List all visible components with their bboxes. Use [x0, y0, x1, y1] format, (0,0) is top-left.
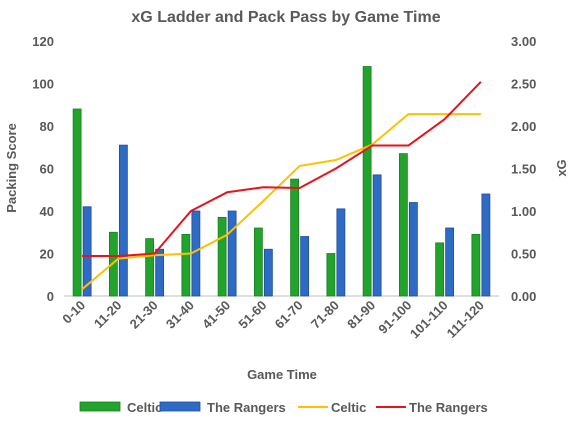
right-axis-ticks: 0.00 0.50 1.00 1.50 2.00 2.50 3.00: [511, 34, 536, 304]
chart-title: xG Ladder and Pack Pass by Game Time: [131, 9, 440, 26]
bar-the-rangers: [227, 210, 237, 297]
y-tick-label: 80: [40, 119, 54, 134]
x-tick-label: 11-20: [91, 298, 125, 332]
bar-series-group: [72, 66, 491, 297]
bar-celtic: [72, 108, 82, 297]
legend-label: The Rangers: [409, 400, 488, 415]
x-tick-label: 41-50: [199, 298, 233, 332]
y-tick-label: 20: [40, 247, 54, 262]
bar-celtic: [398, 153, 408, 297]
bar-celtic: [326, 253, 336, 297]
y-tick-label: 120: [32, 34, 54, 49]
y-tick-label: 60: [40, 162, 54, 177]
legend-swatch: [159, 401, 201, 412]
bar-the-rangers: [481, 193, 491, 297]
bar-the-rangers: [82, 206, 92, 297]
bar-the-rangers: [372, 174, 382, 297]
x-tick-label: 101-110: [407, 298, 451, 342]
legend: Celtic The Rangers Celtic The Rangers: [79, 400, 488, 415]
bar-celtic: [181, 233, 191, 297]
legend-label: Celtic: [127, 400, 162, 415]
x-tick-label: 51-60: [235, 298, 269, 332]
y2-tick-label: 1.00: [511, 204, 536, 219]
bar-celtic: [362, 66, 372, 297]
y-tick-label: 100: [32, 77, 54, 92]
legend-label: Celtic: [331, 400, 366, 415]
x-tick-label: 71-80: [308, 298, 342, 332]
x-tick-label: 31-40: [163, 298, 197, 332]
line-series-group: [81, 81, 482, 290]
bar-the-rangers: [445, 227, 455, 297]
bar-celtic: [435, 242, 445, 297]
legend-label: The Rangers: [207, 400, 286, 415]
y-tick-label: 40: [40, 204, 54, 219]
bar-the-rangers: [336, 208, 346, 297]
line-the-rangers: [82, 81, 482, 258]
bar-celtic: [290, 178, 300, 297]
bar-the-rangers: [155, 248, 165, 297]
bar-the-rangers: [118, 144, 128, 297]
bar-the-rangers: [408, 202, 418, 297]
y2-tick-label: 2.50: [511, 77, 536, 92]
bar-the-rangers: [263, 248, 273, 297]
bar-celtic: [471, 233, 481, 297]
y2-tick-label: 0.00: [511, 289, 536, 304]
x-tick-label: 81-90: [344, 298, 378, 332]
y-axis-label: Packing Score: [4, 123, 19, 213]
x-axis-ticks: 0-10 11-20 21-30 31-40 41-50 51-60 61-70 71-80 8…: [59, 298, 487, 342]
y2-tick-label: 3.00: [511, 34, 536, 49]
bar-celtic: [145, 238, 155, 297]
x-tick-label: 21-30: [127, 298, 161, 332]
bar-the-rangers: [191, 210, 201, 297]
x-tick-label: 61-70: [272, 298, 306, 332]
y2-tick-label: 1.50: [511, 162, 536, 177]
y2-tick-label: 2.00: [511, 119, 536, 134]
left-axis-ticks: 0 20 40 60 80 100 120: [32, 34, 54, 304]
y-tick-label: 0: [47, 289, 54, 304]
bar-the-rangers: [300, 236, 310, 297]
x-axis-label: Game Time: [247, 367, 317, 382]
bar-celtic: [253, 227, 263, 297]
y2-axis-label: xG: [554, 159, 569, 176]
x-tick-label: 0-10: [59, 298, 88, 327]
y2-tick-label: 0.50: [511, 247, 536, 262]
legend-swatch: [79, 401, 121, 412]
line-celtic: [81, 113, 481, 290]
x-tick-label: 111-120: [444, 298, 487, 341]
bar-celtic: [217, 216, 227, 297]
